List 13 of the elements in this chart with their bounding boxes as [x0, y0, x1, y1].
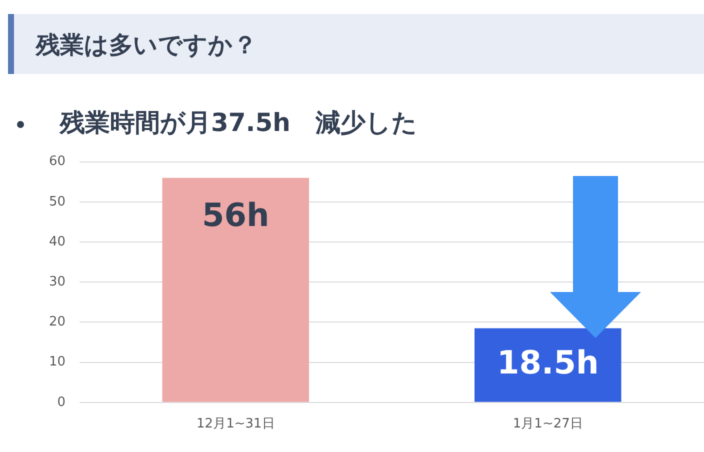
y-tick-label: 20	[48, 314, 66, 330]
x-tick-label: 1月1~27日	[512, 416, 583, 432]
y-tick-label: 10	[48, 354, 66, 370]
y-tick-label: 30	[48, 274, 66, 290]
chart-subtitle: 残業時間が月37.5h 減少した	[60, 107, 418, 139]
x-tick-label: 12月1~31日	[196, 416, 275, 432]
data-label: 56h	[202, 196, 270, 234]
y-tick-label: 40	[48, 234, 66, 250]
y-tick-label: 0	[57, 394, 66, 410]
y-tick-label: 60	[48, 154, 66, 170]
data-label: 18.5h	[497, 343, 599, 382]
chart-title: 残業は多いですか？	[36, 30, 257, 61]
y-tick-label: 50	[48, 194, 66, 210]
